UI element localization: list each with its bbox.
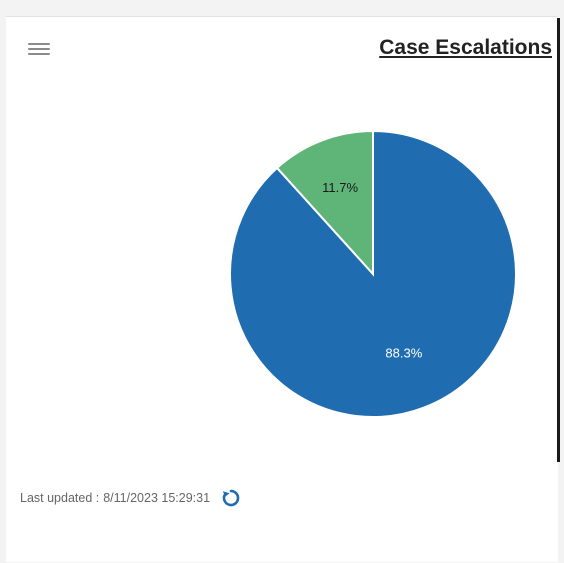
last-updated-bar: Last updated : 8/11/2023 15:29:31 <box>20 487 242 509</box>
last-updated-label: Last updated : <box>20 491 100 505</box>
chart-title: Case Escalations <box>379 36 552 59</box>
refresh-icon[interactable] <box>220 487 242 509</box>
hamburger-menu-icon[interactable] <box>28 43 50 59</box>
pie-slice-label-0: 88.3% <box>385 346 422 361</box>
last-updated-value: 8/11/2023 15:29:31 <box>103 491 211 505</box>
panel-edge <box>557 18 560 462</box>
chart-card: Case Escalations 88.3% 11.7% Last updated… <box>6 16 558 562</box>
pie-slice-1[interactable] <box>275 129 374 277</box>
pie-slice-label-1: 11.7% <box>322 180 358 195</box>
pie-chart: 88.3% 11.7% <box>229 129 517 418</box>
